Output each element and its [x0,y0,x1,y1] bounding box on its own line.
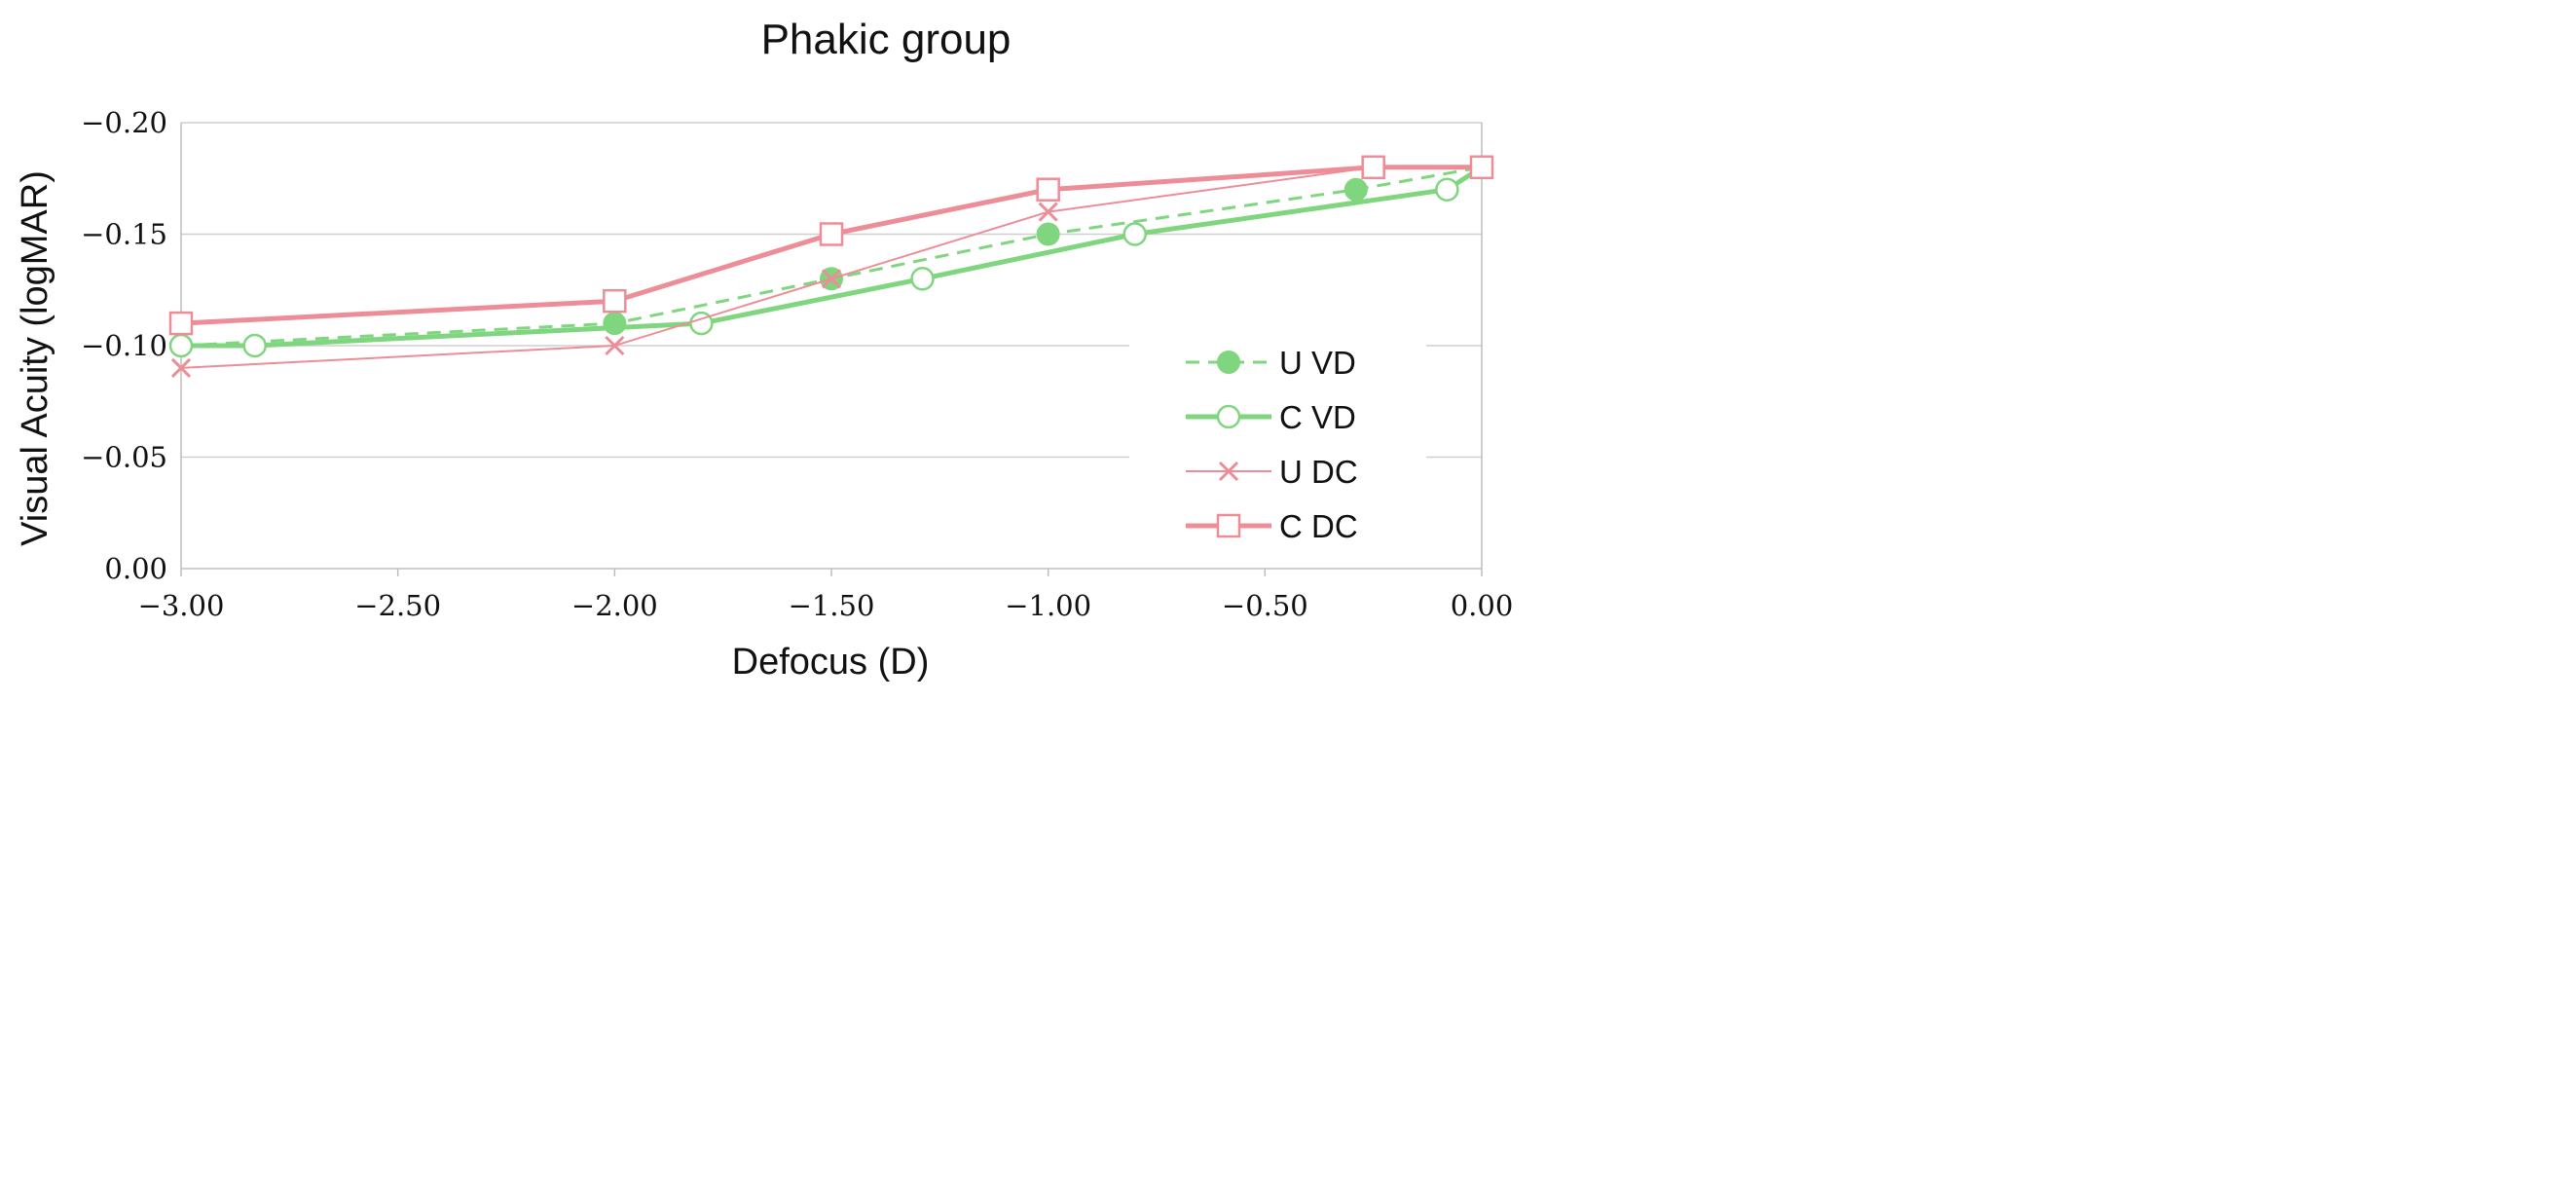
data-point [819,222,844,246]
x-axis-label: Defocus (D) [732,642,930,683]
legend-marker [1218,461,1239,482]
series-line [181,165,1484,349]
y-tick-label: −0.15 [81,218,167,251]
data-point [821,269,842,289]
data-point [1435,177,1459,202]
chart: Phakic group 0.00 −0.05 −0.10 −0.15 −0.20 −3.… [15,16,1513,683]
data-point [1036,222,1060,246]
legend-label: C DC [1279,508,1358,544]
axes-layer: 0.00 −0.05 −0.10 −0.15 −0.20 −3.00 −2.50 −2.00 −… [81,106,1513,622]
data-point [242,333,267,358]
series-c-vd [168,155,1494,358]
data-point [1122,222,1147,246]
data-point [605,335,625,356]
legend-marker [1216,404,1241,429]
legend-label: U VD [1279,345,1356,381]
y-axis-label: Visual Acuity (logMAR) [15,170,55,546]
y-tick-label: −0.10 [81,329,167,362]
series-c-dc [168,155,1494,336]
data-point [168,311,194,336]
legend-marker [1217,351,1240,374]
data-point [1343,177,1368,202]
legend-label: U DC [1279,454,1358,490]
x-tick-label: 0.00 [1451,589,1514,622]
x-tick-label: −2.50 [354,589,441,622]
x-tick-label: −0.50 [1222,589,1308,622]
legend: U VD C VD U DC C DC [1129,337,1426,559]
data-point [1036,177,1060,202]
data-point [168,333,194,358]
data-point [1361,155,1385,180]
data-point [170,357,192,378]
series-line [180,166,1483,348]
data-point [910,267,935,291]
series-line [180,165,1482,326]
data-point [603,288,627,314]
x-tick-label: −2.00 [571,589,658,622]
data-point [1469,155,1494,180]
x-tick-label: −3.00 [138,589,225,622]
y-tick-label: 0.00 [104,552,167,585]
legend-marker [1216,513,1241,538]
y-tick-label: −0.20 [81,106,167,139]
series-layer [168,155,1494,378]
series-u-vd [169,155,1493,357]
x-tick-label: −1.00 [1005,589,1091,622]
data-point [1038,202,1058,222]
legend-box [1129,337,1426,559]
x-tick-label: −1.50 [789,589,875,622]
y-tick-label: −0.05 [81,441,167,474]
data-point [603,312,627,336]
chart-title: Phakic group [761,16,1012,63]
legend-label: C VD [1279,399,1356,435]
